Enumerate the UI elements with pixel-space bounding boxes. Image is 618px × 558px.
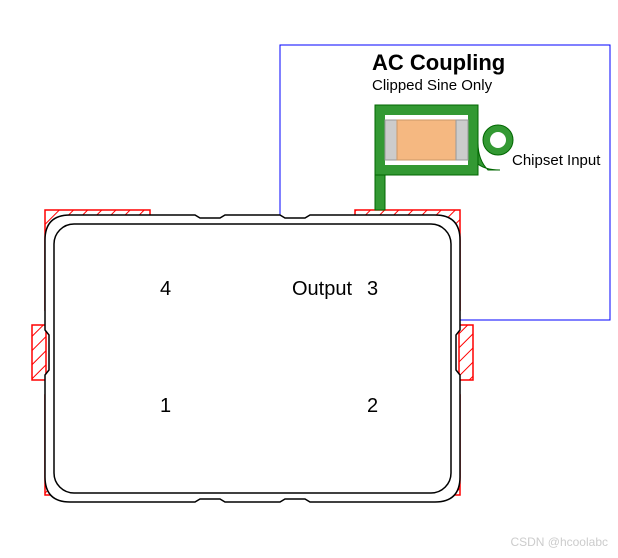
edge-tab-left: [32, 325, 46, 380]
label-output: Output: [292, 278, 352, 300]
label-pad-3: 3: [367, 278, 378, 300]
via-chipset-input: [483, 125, 513, 155]
capacitor: [385, 120, 468, 160]
watermark-text: CSDN @hcoolabc: [510, 535, 608, 549]
chip-outline: [45, 215, 460, 502]
edge-tab-right: [459, 325, 473, 380]
title-sub: Clipped Sine Only: [372, 77, 493, 94]
pcb-diagram: AC Coupling Clipped Sine Only Chipset In…: [0, 0, 618, 553]
label-pad-2: 2: [367, 395, 378, 417]
label-pad-4: 4: [160, 278, 171, 300]
label-pad-1: 1: [160, 395, 171, 417]
label-chipset-input: Chipset Input: [512, 152, 601, 169]
title-main: AC Coupling: [372, 50, 505, 75]
diagram-svg: AC Coupling Clipped Sine Only Chipset In…: [0, 0, 618, 553]
